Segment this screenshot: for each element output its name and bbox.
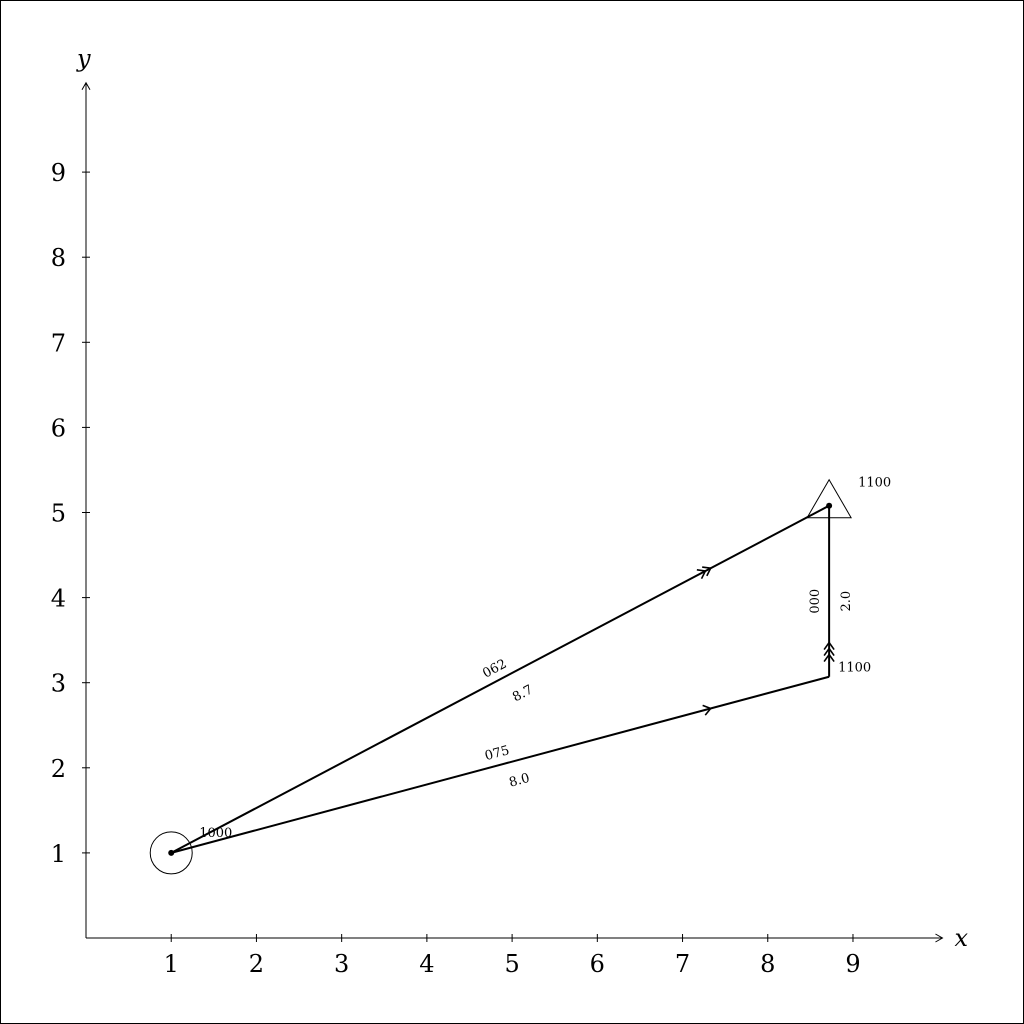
y-tick-label: 9 xyxy=(51,159,66,187)
y-tick-label: 3 xyxy=(51,670,66,698)
y-tick-label: 2 xyxy=(51,755,66,783)
start-time-label: 1000 xyxy=(199,826,232,841)
x-tick-label: 3 xyxy=(334,950,349,978)
y-tick-label: 8 xyxy=(51,244,66,272)
y-tick-label: 1 xyxy=(51,840,66,868)
x-tick-label: 2 xyxy=(249,950,264,978)
leg-distance-label: 8.0 xyxy=(508,771,532,791)
track-arrow-icon xyxy=(702,704,713,716)
x-axis-arrow-icon xyxy=(935,933,944,943)
end-time-label: 1100 xyxy=(858,476,891,491)
y-axis-label: y xyxy=(76,45,91,73)
x-tick-label: 6 xyxy=(590,950,605,978)
start-fix-circle-icon xyxy=(149,831,193,875)
y-tick-label: 5 xyxy=(51,500,66,528)
x-tick-label: 8 xyxy=(760,950,775,978)
track-arrow-icon xyxy=(696,566,712,580)
x-tick-label: 7 xyxy=(675,950,690,978)
track-arrow-icon xyxy=(823,641,835,662)
end-fix-triangle-icon xyxy=(806,478,852,519)
y-tick-label: 6 xyxy=(51,414,66,442)
leg-distance-label: 8.7 xyxy=(510,682,535,705)
leg-heading-label: 000 xyxy=(808,589,823,614)
track-leg xyxy=(170,675,830,854)
leg-distance-label: 2.0 xyxy=(839,591,854,612)
y-tick-label: 7 xyxy=(51,329,66,357)
start-point xyxy=(168,849,175,856)
x-tick-label: 4 xyxy=(419,950,434,978)
leg-heading-label: 075 xyxy=(483,743,511,764)
x-tick-label: 1 xyxy=(164,950,179,978)
x-axis-label: x xyxy=(954,924,968,952)
turn-time-label: 1100 xyxy=(838,661,871,676)
end-point xyxy=(826,502,833,509)
y-axis-arrow-icon xyxy=(81,81,91,90)
track-leg xyxy=(170,504,830,854)
y-tick-label: 4 xyxy=(51,585,66,613)
x-tick-label: 9 xyxy=(845,950,860,978)
x-tick-label: 5 xyxy=(504,950,519,978)
